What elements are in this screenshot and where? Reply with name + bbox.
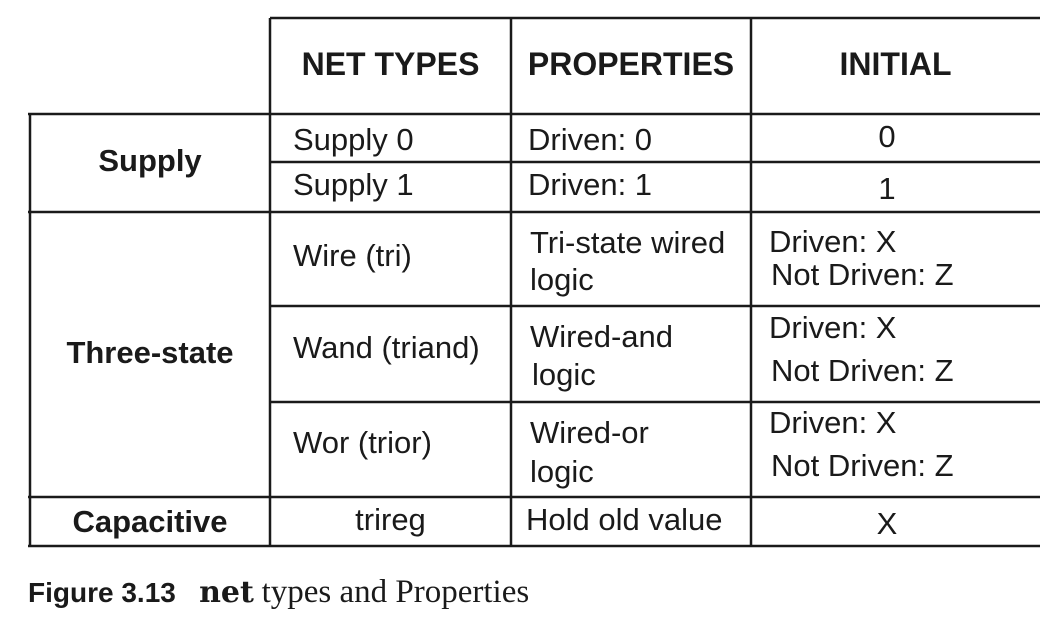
property-cell-line-1: Wired-or <box>530 415 649 450</box>
group-label-capacitive: Capacitive <box>72 504 228 539</box>
initial-cell-line-1: Driven: X <box>769 310 897 345</box>
figure-caption: Figure 3.13 net types and Properties <box>28 574 529 611</box>
property-cell-line-1: Wired-and <box>530 319 673 354</box>
net-type-cell: Supply 0 <box>293 122 414 157</box>
initial-cell-line-1: Driven: X <box>769 405 897 440</box>
net-type-cell: trireg <box>355 502 426 537</box>
net-type-cell: Wor (trior) <box>293 425 432 460</box>
property-cell-line-2: logic <box>532 357 596 392</box>
property-cell-line-2: logic <box>530 262 594 297</box>
group-label-three-state: Three-state <box>66 335 234 370</box>
group-label-supply: Supply <box>98 143 202 178</box>
figure-number: Figure 3.13 <box>28 577 176 608</box>
initial-cell-line-2: Not Driven: Z <box>771 353 954 388</box>
header-net-types: NET TYPES <box>301 46 480 82</box>
property-cell-line-1: Tri-state wired <box>530 225 726 260</box>
header-initial: INITIAL <box>839 46 952 82</box>
caption-text: types and Properties <box>261 574 530 610</box>
net-type-cell: Wire (tri) <box>293 238 412 273</box>
property-cell: Hold old value <box>526 502 723 537</box>
net-type-cell: Wand (triand) <box>293 330 480 365</box>
initial-cell-line-2: Not Driven: Z <box>771 257 954 292</box>
initial-cell: 1 <box>878 171 896 206</box>
initial-cell-line-2: Not Driven: Z <box>771 448 954 483</box>
header-properties: PROPERTIES <box>527 46 735 82</box>
initial-cell: X <box>876 506 898 541</box>
caption-code-word: net <box>199 575 254 610</box>
property-cell-line-2: logic <box>530 454 594 489</box>
initial-cell: 0 <box>878 119 896 154</box>
property-cell: Driven: 0 <box>528 122 653 157</box>
property-cell: Driven: 1 <box>528 167 653 202</box>
net-type-cell: Supply 1 <box>293 167 414 202</box>
initial-cell-line-1: Driven: X <box>769 224 897 259</box>
